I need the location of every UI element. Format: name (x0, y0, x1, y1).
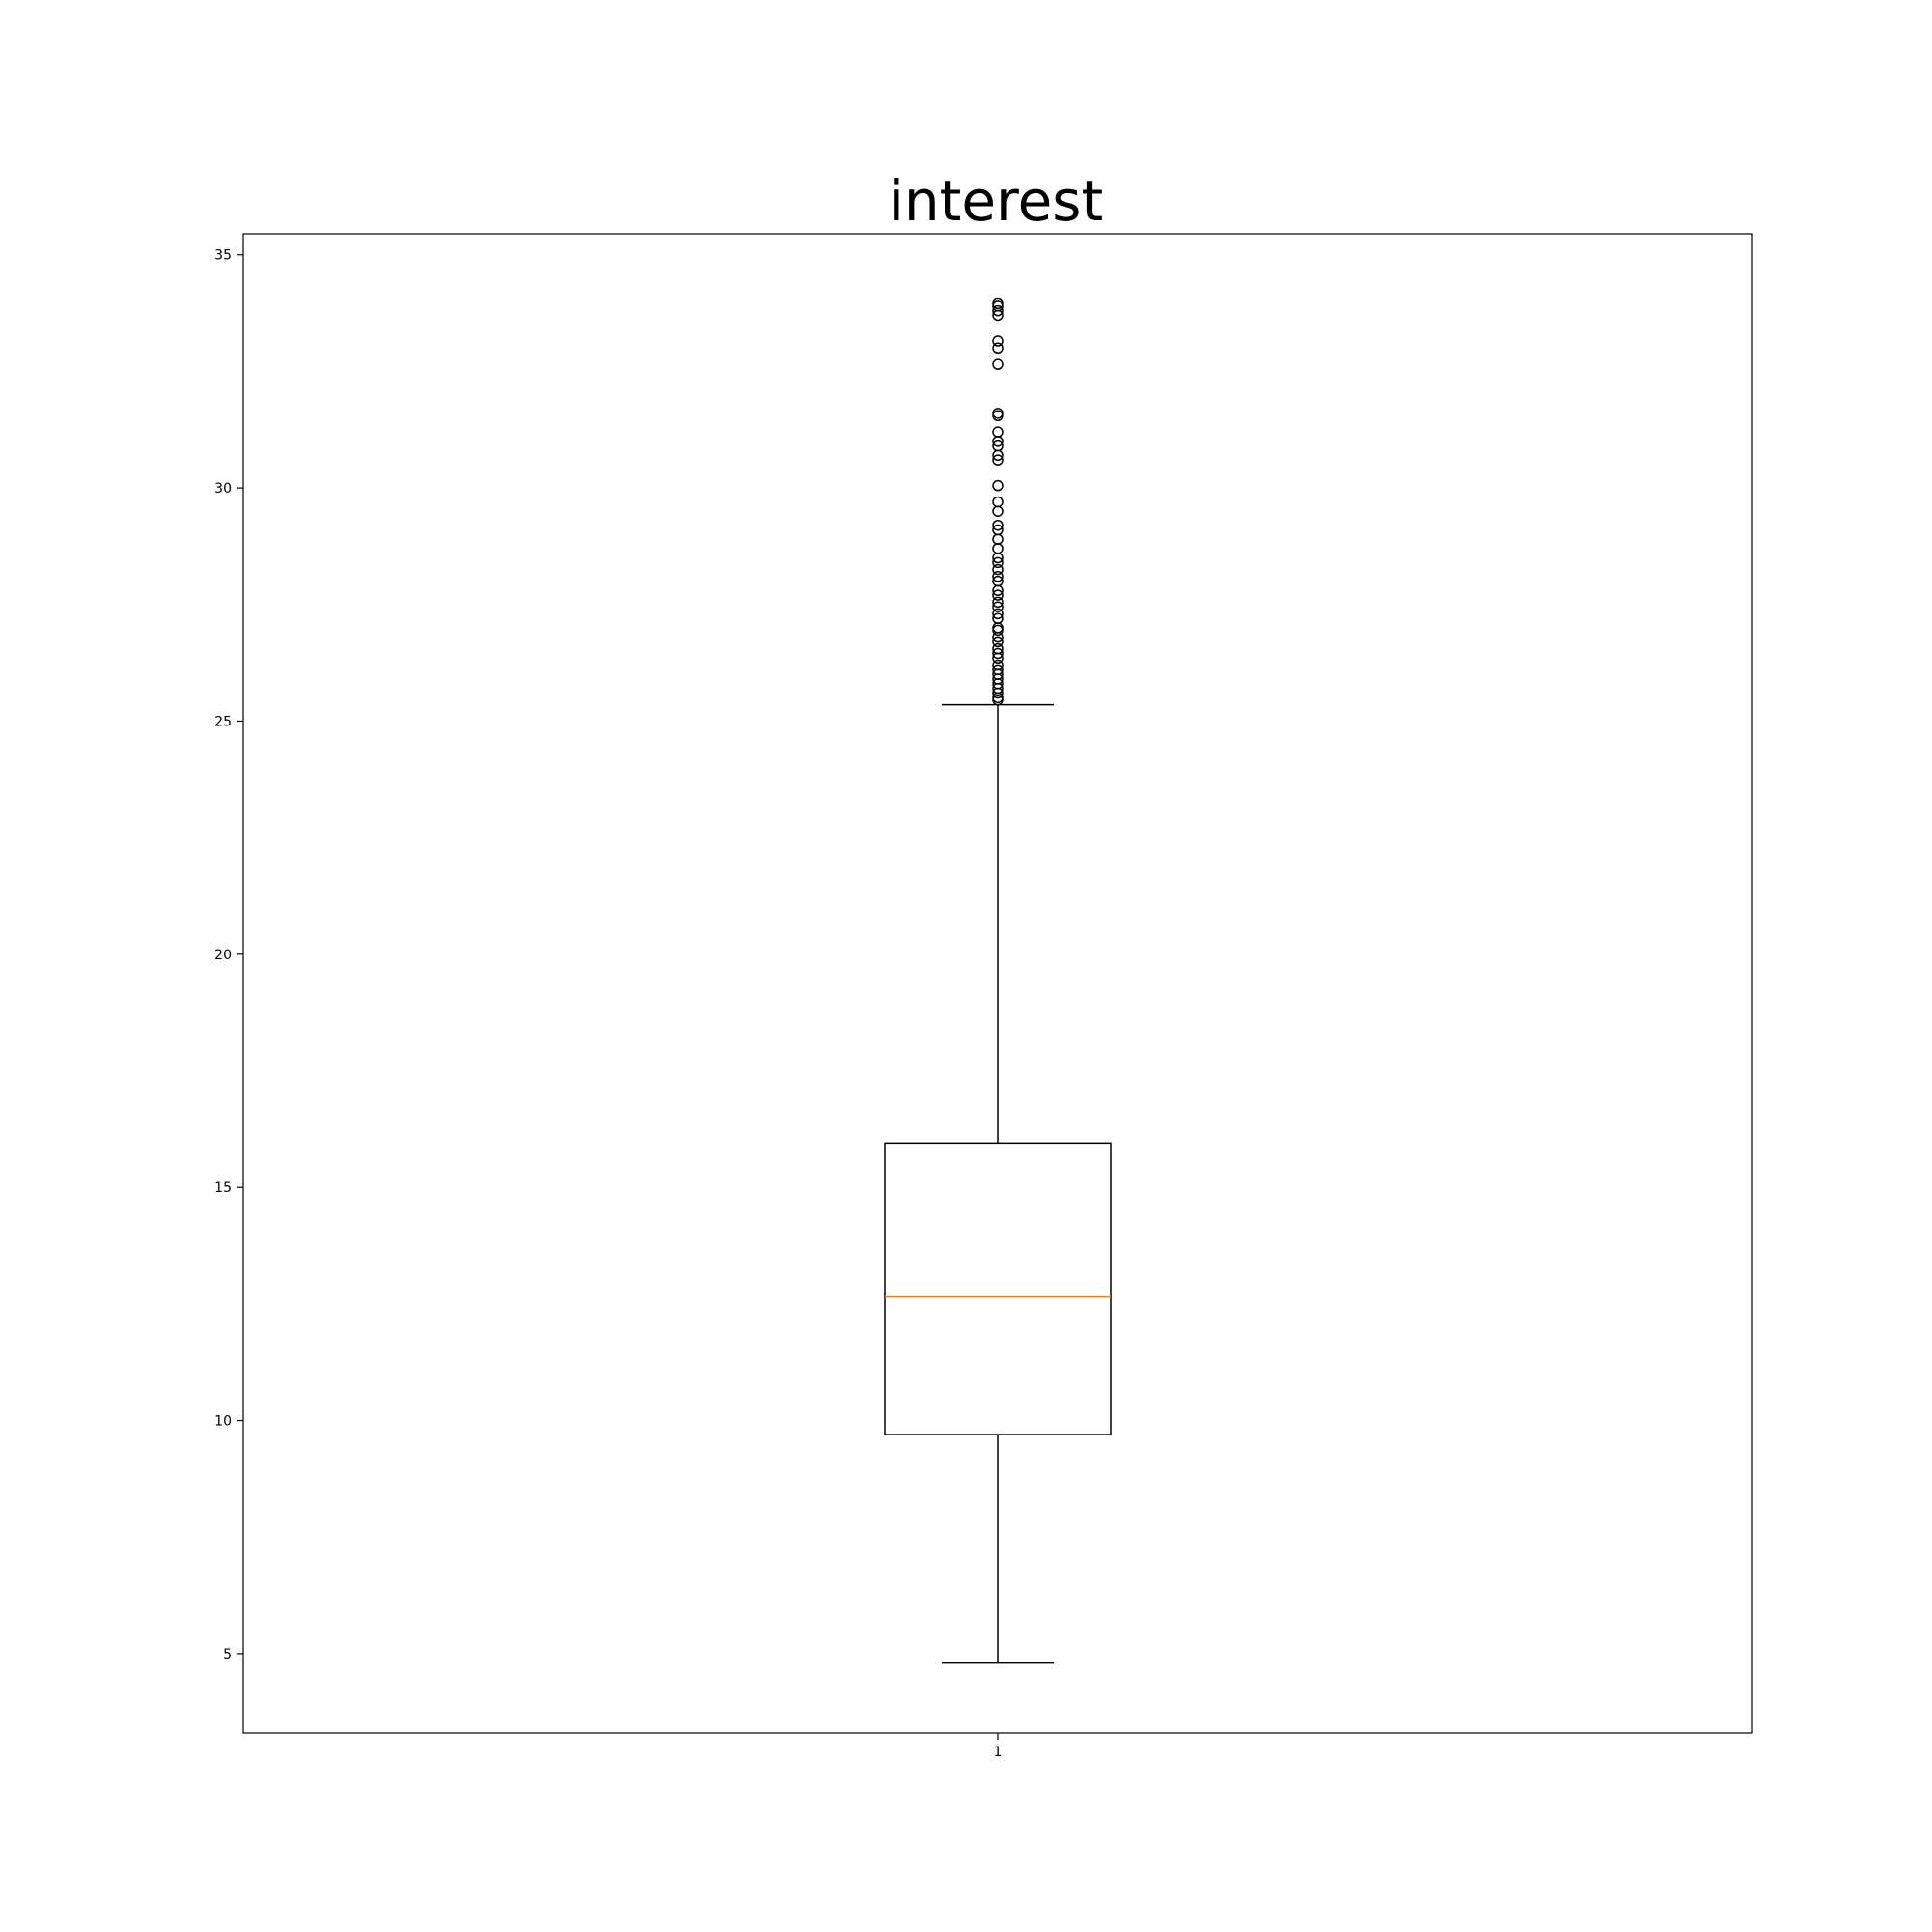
outlier-point (992, 524, 1004, 536)
y-tick-label: 10 (214, 1414, 232, 1430)
outlier-points (992, 298, 1004, 706)
outlier-point (992, 575, 1004, 587)
outlier-point (992, 335, 1004, 347)
outlier-point (992, 298, 1004, 310)
outlier-point (992, 636, 1004, 648)
y-tick-label: 15 (214, 1180, 232, 1196)
y-tick-label: 20 (214, 948, 232, 963)
chart-title: interest (889, 168, 1104, 234)
outlier-point (992, 304, 1004, 317)
x-axis: 1 (994, 1733, 1003, 1760)
outlier-point (992, 659, 1004, 671)
y-tick-label: 30 (214, 481, 232, 497)
outlier-point (992, 505, 1004, 517)
outlier-point (992, 533, 1004, 545)
box-series (884, 703, 1112, 1664)
outlier-point (992, 571, 1004, 582)
y-tick-label: 25 (214, 714, 232, 729)
outlier-point (992, 647, 1004, 660)
outlier-point (992, 596, 1004, 609)
outlier-point (992, 642, 1004, 655)
y-tick-label: 5 (223, 1647, 232, 1662)
outlier-point (992, 543, 1004, 554)
iqr-box (884, 1142, 1112, 1435)
outlier-point (992, 664, 1004, 676)
y-axis: 5 10 15 20 25 30 35 (214, 248, 243, 1662)
outlier-point (992, 612, 1004, 625)
outlier-point (992, 426, 1004, 438)
outlier-point (992, 556, 1004, 569)
y-tick-label: 35 (214, 248, 232, 264)
outlier-point (992, 601, 1004, 612)
outlier-point (992, 342, 1004, 355)
outlier-point (992, 408, 1004, 419)
outlier-point (992, 589, 1004, 601)
outlier-point (992, 519, 1004, 531)
outlier-point (992, 608, 1004, 620)
outlier-point (992, 496, 1004, 508)
outlier-point (992, 358, 1004, 370)
outlier-point (992, 454, 1004, 466)
outlier-point (992, 440, 1004, 452)
x-tick-label: 1 (994, 1745, 1003, 1760)
outlier-point (992, 563, 1004, 576)
outlier-point (992, 479, 1004, 492)
